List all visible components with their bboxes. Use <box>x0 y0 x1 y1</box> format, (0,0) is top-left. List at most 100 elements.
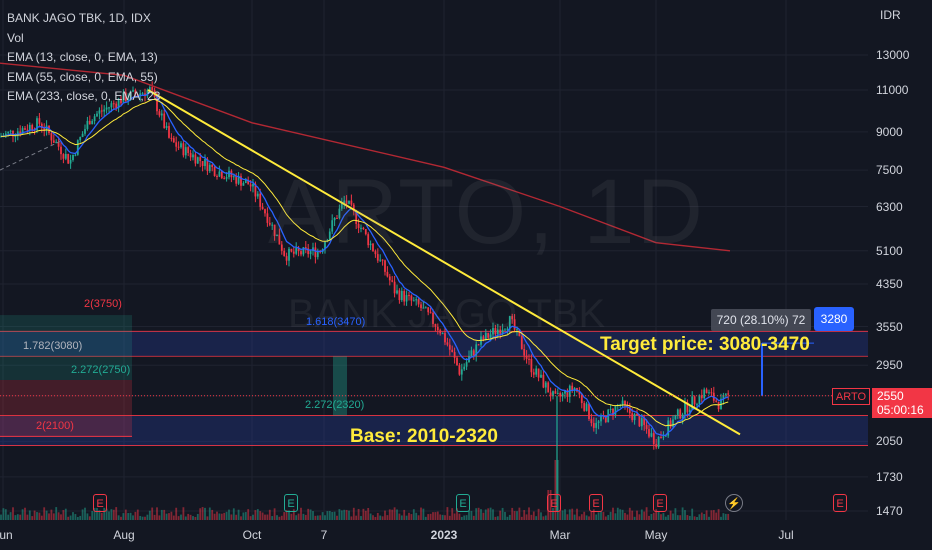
volume-bar <box>297 513 300 520</box>
volume-bar <box>340 510 343 520</box>
volume-bar <box>643 511 646 520</box>
volume-bar <box>513 511 516 520</box>
candle-body <box>40 123 43 128</box>
volume-bar <box>252 514 254 520</box>
volume-bar <box>364 510 367 520</box>
legend-vol[interactable]: Vol <box>7 30 24 45</box>
candle-body <box>614 406 617 415</box>
earnings-event-icon[interactable]: E <box>833 494 847 512</box>
volume-bar <box>88 516 91 520</box>
volume-bar <box>441 514 444 520</box>
earnings-event-icon[interactable]: E <box>456 494 470 512</box>
earnings-event-icon[interactable]: E <box>589 494 603 512</box>
legend-ema233[interactable]: EMA (233, close, 0, EMA, 23 <box>7 89 161 103</box>
candle-body <box>384 260 386 272</box>
volume-bar <box>446 507 449 520</box>
candle-body <box>434 323 437 327</box>
candle-body <box>422 307 425 309</box>
volume-bar <box>477 507 480 520</box>
volume-bar <box>271 516 274 520</box>
candle-body <box>506 328 509 330</box>
volume-bar <box>607 514 610 520</box>
candle-body <box>336 217 338 219</box>
volume-bar <box>91 510 94 520</box>
candle-body <box>667 420 670 436</box>
legend-ema13[interactable]: EMA (13, close, 0, EMA, 13) <box>7 50 158 64</box>
volume-bar <box>470 510 473 520</box>
candle-body <box>424 307 427 309</box>
candle-body <box>117 98 120 108</box>
volume-bar <box>405 515 408 520</box>
target-price-annotation[interactable]: Target price: 3080-3470 <box>600 334 810 355</box>
volume-bar <box>614 513 617 520</box>
volume-bar <box>494 516 497 520</box>
volume-bar <box>391 509 394 520</box>
volume-bar <box>393 507 396 520</box>
volume-bar <box>324 515 326 520</box>
candle-body <box>271 224 274 226</box>
volume-bar <box>631 510 634 520</box>
candle-body <box>261 206 264 210</box>
candle-body <box>561 393 564 397</box>
candle-body <box>544 382 547 388</box>
candle-body <box>220 171 223 179</box>
candle-body <box>38 118 41 124</box>
candle-body <box>494 328 497 335</box>
earnings-event-icon[interactable]: E <box>547 494 561 512</box>
volume-bar <box>182 507 185 520</box>
volume-bar <box>64 508 67 520</box>
volume-bar <box>652 512 655 520</box>
volume-bar <box>602 511 605 520</box>
ema-lines <box>0 62 731 437</box>
candle-body <box>645 424 648 430</box>
volume-bar <box>722 513 725 520</box>
candle-body <box>352 204 355 212</box>
candle-body <box>669 420 672 427</box>
candle-body <box>547 382 550 393</box>
volume-bar <box>667 514 670 520</box>
volume-bar <box>724 513 727 520</box>
base-annotation[interactable]: Base: 2010-2320 <box>350 426 498 447</box>
measure-price-tag[interactable]: 3280 <box>814 307 854 331</box>
volume-bar <box>192 516 194 520</box>
price-tick-label: 6300 <box>876 199 903 214</box>
volume-bar <box>237 509 240 520</box>
volume-bar <box>204 507 206 520</box>
volume-bar <box>417 515 420 520</box>
candle-body <box>549 392 552 397</box>
candle-body <box>417 299 420 305</box>
volume-bar <box>422 508 425 520</box>
volume-bar <box>528 507 530 520</box>
candle-body <box>446 342 449 345</box>
volume-bar <box>276 515 278 520</box>
volume-bar <box>520 516 523 520</box>
candle-body <box>386 271 389 277</box>
time-tick-label: May <box>644 528 668 542</box>
measure-readout[interactable]: 720 (28.10%) 72 <box>711 309 811 331</box>
volume-bar <box>636 510 638 520</box>
volume-bar <box>201 507 204 520</box>
volume-bar <box>674 508 677 520</box>
candle-body <box>348 200 350 204</box>
legend-title[interactable]: BANK JAGO TBK, 1D, IDX <box>7 11 151 25</box>
candle-body <box>391 280 394 282</box>
fib-label-2320: 2.272(2320) <box>305 399 365 411</box>
earnings-event-icon[interactable]: E <box>284 494 298 512</box>
volume-bar <box>660 514 662 520</box>
dividend-flash-icon[interactable]: ⚡ <box>725 494 743 512</box>
earnings-event-icon[interactable]: E <box>93 494 107 512</box>
candle-body <box>103 109 106 112</box>
candle-body <box>105 107 108 110</box>
legend-ema55[interactable]: EMA (55, close, 0, EMA, 55) <box>7 69 158 84</box>
volume-bar <box>475 508 478 520</box>
candle-body <box>482 336 485 340</box>
candle-body <box>278 234 281 245</box>
earnings-event-icon[interactable]: E <box>653 494 667 512</box>
volume-bar <box>458 513 461 520</box>
volume-bar <box>304 514 307 520</box>
candle-body <box>624 400 626 405</box>
candle-body <box>640 418 643 427</box>
volume-bar <box>156 507 158 520</box>
candle-body <box>698 395 701 405</box>
